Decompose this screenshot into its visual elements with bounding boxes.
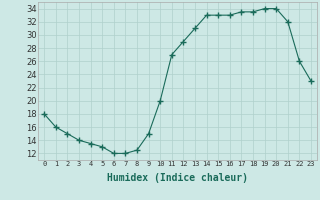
X-axis label: Humidex (Indice chaleur): Humidex (Indice chaleur)	[107, 173, 248, 183]
